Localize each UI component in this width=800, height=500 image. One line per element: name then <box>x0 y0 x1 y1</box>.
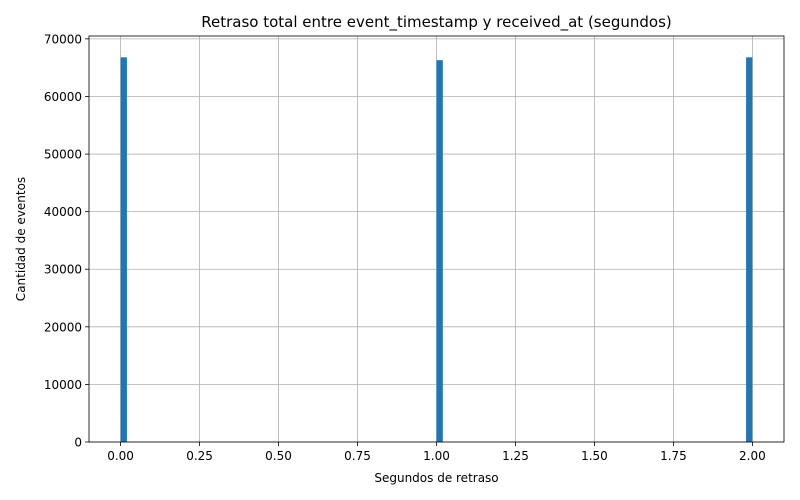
histogram-bar <box>120 57 127 442</box>
x-tick-label: 2.00 <box>739 449 766 463</box>
x-tick-label: 1.00 <box>423 449 450 463</box>
y-tick-label: 10000 <box>44 378 82 392</box>
x-tick-label: 0.00 <box>107 449 134 463</box>
histogram-bar <box>436 60 443 443</box>
y-tick-label: 30000 <box>44 263 82 277</box>
x-tick-label: 1.50 <box>581 449 608 463</box>
x-axis-label: Segundos de retraso <box>374 471 498 485</box>
x-tick-label: 0.25 <box>186 449 213 463</box>
x-tick-label: 0.75 <box>344 449 371 463</box>
histogram-bar <box>746 57 753 442</box>
x-tick-label: 0.50 <box>265 449 292 463</box>
y-axis-label: Cantidad de eventos <box>14 177 28 301</box>
y-tick-label: 40000 <box>44 205 82 219</box>
bar-layer <box>120 57 753 443</box>
x-tick-label: 1.25 <box>502 449 529 463</box>
y-tick-label: 20000 <box>44 320 82 334</box>
y-tick-label: 50000 <box>44 148 82 162</box>
y-tick-label: 0 <box>74 436 82 450</box>
x-tick-label: 1.75 <box>660 449 687 463</box>
y-tick-label: 60000 <box>44 90 82 104</box>
chart-title: Retraso total entre event_timestamp y re… <box>201 13 672 32</box>
axes-layer: 0.00 0.25 0.50 0.75 1.00 1.25 1.50 1.75 2.00 0 100… <box>44 32 785 463</box>
y-tick-label: 70000 <box>44 32 82 46</box>
